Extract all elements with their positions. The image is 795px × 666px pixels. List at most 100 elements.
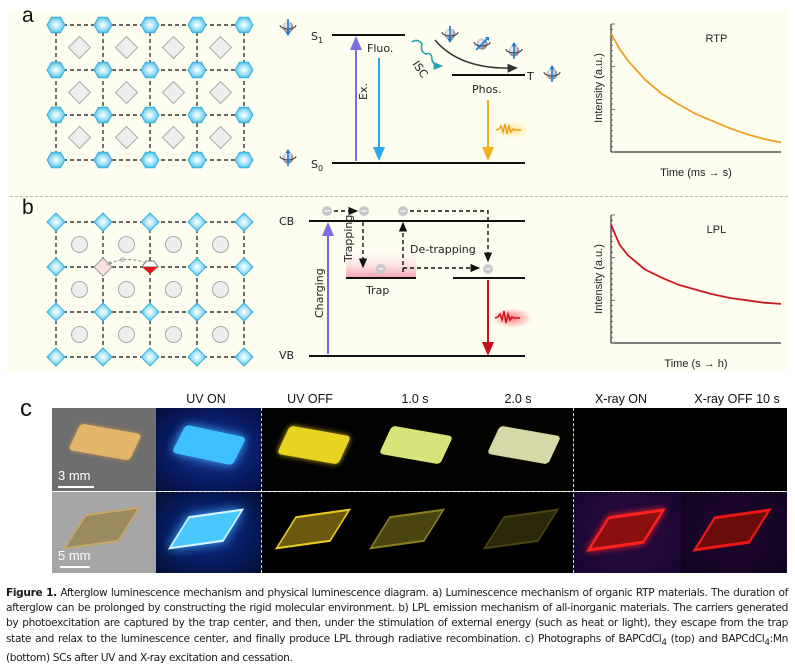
lattice-node-icon bbox=[46, 212, 66, 232]
lattice-node-icon bbox=[234, 151, 254, 169]
lattice-node-icon bbox=[93, 302, 113, 322]
photo-uv-off-bottom bbox=[261, 492, 365, 573]
interstitial-molecule-icon bbox=[114, 125, 139, 150]
interstitial-site-icon bbox=[118, 326, 135, 343]
electron-label: e bbox=[120, 255, 125, 264]
s0-label: S0 bbox=[311, 158, 323, 173]
phosphorescence-label: Phos. bbox=[472, 83, 502, 96]
y-axis-label: Intensity (a.u.) bbox=[593, 53, 605, 123]
inorganic-lattice-diagram: e bbox=[46, 212, 254, 367]
lattice-node-icon bbox=[187, 347, 207, 367]
x-axis-label: Time (s → h) bbox=[664, 358, 727, 370]
column-header-1s: 1.0 s bbox=[401, 392, 429, 406]
de-trapping-label: De-trapping bbox=[410, 243, 476, 256]
interstitial-molecule-icon bbox=[208, 125, 233, 150]
lattice-node-icon bbox=[187, 212, 207, 232]
lattice-node-icon bbox=[234, 257, 254, 277]
lattice-node-icon bbox=[93, 151, 113, 169]
fluorescence-label: Fluo. bbox=[367, 42, 393, 55]
column-header-uv-on: UV ON bbox=[186, 392, 226, 406]
photo-daylight-top: 3 mm bbox=[52, 408, 156, 491]
photo-2s-bottom bbox=[469, 492, 573, 573]
interstitial-site-icon bbox=[71, 326, 88, 343]
panel-letter-c: c bbox=[20, 395, 32, 422]
interstitial-molecule-icon bbox=[67, 80, 92, 105]
luminescence-center-icon bbox=[142, 267, 158, 274]
chart-title: RTP bbox=[705, 33, 727, 45]
y-axis-label: Intensity (a.u.) bbox=[593, 244, 605, 314]
interstitial-molecule-icon bbox=[161, 80, 186, 105]
lattice-node-icon bbox=[93, 212, 113, 232]
cb-label: CB bbox=[279, 215, 294, 228]
column-header-uv-off: UV OFF bbox=[287, 392, 333, 406]
lattice-node-icon bbox=[140, 347, 160, 367]
column-separator-uv bbox=[261, 408, 262, 573]
spin-icon-s1 bbox=[279, 19, 297, 36]
photo-uv-on-top bbox=[156, 408, 261, 491]
photograph-grid: 3 mm 5 mm bbox=[52, 408, 787, 573]
decay-curve-lpl bbox=[610, 224, 782, 305]
interstitial-molecule-icon bbox=[67, 125, 92, 150]
lattice-node-icon bbox=[140, 16, 160, 34]
photo-xray-off-bottom bbox=[681, 492, 787, 573]
trap-label: Trap bbox=[365, 284, 389, 297]
interstitial-molecule-icon bbox=[208, 35, 233, 60]
rtp-decay-chart: RTP Time (ms → s) Intensity (a.u.) bbox=[593, 23, 782, 179]
caption-label: Figure 1. bbox=[6, 587, 57, 599]
interstitial-site-icon bbox=[118, 236, 135, 253]
spin-icon-singlet bbox=[441, 26, 459, 43]
s1-label: S1 bbox=[311, 30, 323, 45]
rigid-molecular-lattice-diagram bbox=[46, 16, 254, 169]
lattice-node-icon bbox=[234, 302, 254, 322]
lattice-node-icon bbox=[187, 61, 207, 79]
interstitial-molecule-icon bbox=[67, 35, 92, 60]
lattice-node-icon bbox=[140, 106, 160, 124]
lattice-node-icon bbox=[46, 151, 66, 169]
x-axis-label: Time (ms → s) bbox=[660, 167, 732, 179]
spin-icon-t-level bbox=[543, 65, 561, 82]
lattice-node-icon bbox=[46, 61, 66, 79]
spin-icon-triplet bbox=[505, 42, 523, 59]
scale-bar-bottom bbox=[60, 566, 90, 568]
panel-letter-a: a bbox=[22, 4, 34, 27]
rtp-energy-diagram: S1 S0 T Ex. Fluo. Phos. ISC bbox=[279, 19, 561, 173]
interstitial-site-icon bbox=[212, 281, 229, 298]
t-label: T bbox=[526, 70, 534, 83]
charging-label: Charging bbox=[313, 268, 326, 318]
interstitial-site-icon bbox=[165, 236, 182, 253]
lattice-node-icon bbox=[46, 16, 66, 34]
interstitial-site-icon bbox=[118, 281, 135, 298]
lattice-node-icon bbox=[187, 16, 207, 34]
interstitial-molecule-icon bbox=[161, 35, 186, 60]
spin-icon-flipping bbox=[473, 37, 491, 51]
interstitial-site-icon bbox=[71, 281, 88, 298]
photo-xray-on-top bbox=[573, 408, 681, 491]
lattice-node-icon bbox=[234, 106, 254, 124]
lattice-node-icon bbox=[140, 61, 160, 79]
lattice-node-icon bbox=[46, 106, 66, 124]
photo-1s-top bbox=[365, 408, 469, 491]
phosphorescence-wave-icon bbox=[495, 123, 521, 135]
panel-letter-b: b bbox=[22, 196, 34, 219]
panel-divider-ab bbox=[10, 196, 788, 197]
lattice-node-icon bbox=[140, 151, 160, 169]
lattice-node-icon bbox=[140, 212, 160, 232]
photo-uv-off-top bbox=[261, 408, 365, 491]
excitation-label: Ex. bbox=[357, 83, 370, 100]
photo-xray-off-top bbox=[681, 408, 787, 491]
lpl-wave-icon bbox=[494, 310, 520, 324]
interstitial-site-icon bbox=[165, 326, 182, 343]
lattice-node-icon bbox=[187, 151, 207, 169]
interstitial-site-icon bbox=[71, 236, 88, 253]
interstitial-molecule-icon bbox=[114, 80, 139, 105]
column-separator-xray bbox=[573, 408, 574, 573]
lattice-node-icon bbox=[234, 347, 254, 367]
photo-xray-on-bottom bbox=[573, 492, 681, 573]
lattice-node-icon bbox=[46, 347, 66, 367]
lattice-node-icon bbox=[234, 61, 254, 79]
lattice-node-icon bbox=[187, 257, 207, 277]
decay-curve-rtp bbox=[610, 33, 782, 144]
trapping-label: Trapping bbox=[342, 215, 355, 263]
spin-icon-s0 bbox=[279, 149, 297, 166]
lattice-node-icon bbox=[93, 16, 113, 34]
